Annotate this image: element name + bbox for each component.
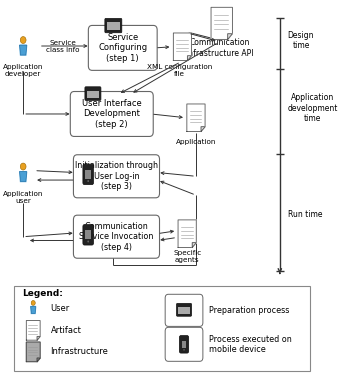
Circle shape xyxy=(87,240,89,243)
Text: Application
user: Application user xyxy=(3,191,43,204)
FancyBboxPatch shape xyxy=(73,155,160,198)
Text: Preparation process: Preparation process xyxy=(209,306,290,315)
Polygon shape xyxy=(192,243,196,247)
Bar xyxy=(85,170,91,179)
Text: Service
Configuring
(step 1): Service Configuring (step 1) xyxy=(98,33,147,63)
Text: Specific
agents: Specific agents xyxy=(173,250,201,263)
Text: Application
developer: Application developer xyxy=(3,64,43,77)
Polygon shape xyxy=(20,172,26,182)
Text: Application
development
time: Application development time xyxy=(288,93,338,123)
Polygon shape xyxy=(26,321,40,340)
Text: Communication
Service Invocation
(step 4): Communication Service Invocation (step 4… xyxy=(79,222,154,252)
Text: XML configuration
file: XML configuration file xyxy=(147,64,212,77)
Circle shape xyxy=(183,349,185,351)
Polygon shape xyxy=(31,307,36,313)
Text: User Interface
Development
(step 2): User Interface Development (step 2) xyxy=(82,99,142,129)
FancyBboxPatch shape xyxy=(179,335,189,353)
Polygon shape xyxy=(178,220,196,247)
FancyBboxPatch shape xyxy=(176,303,192,316)
FancyBboxPatch shape xyxy=(165,294,203,326)
Bar xyxy=(85,230,91,240)
FancyBboxPatch shape xyxy=(14,286,310,371)
Polygon shape xyxy=(26,342,40,362)
Polygon shape xyxy=(173,33,192,61)
Text: Service
class info: Service class info xyxy=(46,39,80,53)
FancyBboxPatch shape xyxy=(83,225,94,245)
Text: Application: Application xyxy=(176,139,216,144)
FancyBboxPatch shape xyxy=(88,25,157,70)
Polygon shape xyxy=(187,104,205,132)
Text: Artifact: Artifact xyxy=(51,326,82,335)
Polygon shape xyxy=(20,45,26,55)
Polygon shape xyxy=(211,7,233,39)
Polygon shape xyxy=(187,56,192,61)
Text: Run time: Run time xyxy=(288,210,322,219)
Circle shape xyxy=(87,180,89,182)
FancyBboxPatch shape xyxy=(73,215,160,258)
Polygon shape xyxy=(201,127,205,132)
FancyBboxPatch shape xyxy=(105,19,122,33)
Text: Communication
infrastructure API: Communication infrastructure API xyxy=(186,38,254,58)
Text: Process executed on
mobile device: Process executed on mobile device xyxy=(209,335,292,354)
FancyBboxPatch shape xyxy=(70,91,153,136)
Polygon shape xyxy=(228,34,233,39)
Circle shape xyxy=(20,36,26,44)
Circle shape xyxy=(31,301,35,305)
Polygon shape xyxy=(37,337,40,340)
FancyBboxPatch shape xyxy=(85,87,101,100)
Text: Legend:: Legend: xyxy=(22,289,63,298)
Text: Initialization through
User Log-in
(step 3): Initialization through User Log-in (step… xyxy=(75,161,158,191)
Bar xyxy=(87,91,99,98)
Text: User: User xyxy=(51,304,70,313)
Bar xyxy=(107,22,120,30)
Text: Design
time: Design time xyxy=(288,31,314,50)
Bar xyxy=(182,341,186,348)
Polygon shape xyxy=(37,358,40,362)
FancyBboxPatch shape xyxy=(165,327,203,361)
FancyBboxPatch shape xyxy=(83,164,94,185)
Circle shape xyxy=(20,163,26,170)
Text: Infrastructure: Infrastructure xyxy=(51,348,108,356)
Bar xyxy=(178,307,190,314)
